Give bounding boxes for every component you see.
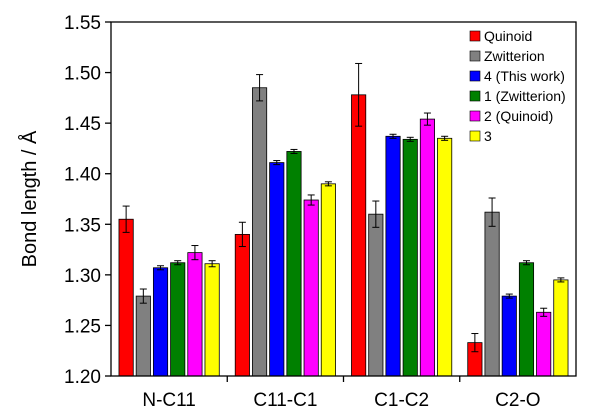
y-tick-label: 1.35 — [64, 215, 101, 236]
bar — [234, 233, 250, 377]
bar — [402, 138, 418, 377]
legend-item: 2 (Quinoid) — [469, 108, 553, 124]
bar — [501, 295, 517, 377]
bar — [286, 151, 302, 377]
legend-label: Zwitterion — [484, 48, 545, 64]
legend-item: Zwitterion — [469, 48, 545, 64]
bar — [269, 162, 285, 377]
legend-item: 3 — [469, 128, 492, 144]
bar — [437, 137, 453, 377]
bar — [204, 263, 220, 377]
legend-swatch — [469, 70, 481, 82]
x-tick-label: C1-C2 — [374, 390, 429, 410]
legend-item: Quinoid — [469, 28, 532, 44]
y-axis-title: Bond length / Å — [18, 130, 41, 267]
legend-swatch — [469, 110, 481, 122]
legend-swatch — [469, 90, 481, 102]
bar — [518, 262, 535, 377]
bar — [152, 267, 169, 377]
x-tick-label: C11-C1 — [253, 390, 317, 410]
legend-label: 4 (This work) — [484, 68, 565, 84]
y-tick-label: 1.45 — [64, 114, 101, 135]
x-tick-label: N-C11 — [142, 390, 196, 410]
legend-item: 1 (Zwitterion) — [469, 88, 566, 104]
x-tick-label: C2-O — [495, 390, 540, 410]
bar — [368, 213, 384, 377]
x-ticks-layer: N-C11 C11-C1 C1-C2 C2-O — [142, 376, 541, 410]
legend-swatch — [469, 130, 481, 142]
y-tick-label: 1.25 — [64, 316, 101, 337]
y-ticks-layer: 1.20 1.25 1.30 1.35 1.40 1.45 1.50 1.55 — [64, 13, 111, 388]
y-tick-label: 1.20 — [64, 367, 101, 388]
y-tick-label: 1.55 — [64, 13, 101, 34]
bar — [252, 87, 268, 377]
bar — [187, 252, 203, 377]
legend-label: 1 (Zwitterion) — [484, 88, 566, 104]
bar — [303, 199, 319, 377]
bar — [553, 279, 569, 377]
legend-swatch — [469, 50, 481, 62]
legend-label: 3 — [484, 128, 492, 144]
legend: Quinoid Zwitterion 4 (This work) 1 (Zwitter… — [469, 28, 566, 144]
bar — [536, 311, 552, 377]
y-tick-label: 1.40 — [64, 165, 101, 186]
bar — [385, 135, 401, 377]
y-tick-label: 1.50 — [64, 64, 101, 85]
legend-label: Quinoid — [484, 28, 532, 44]
y-tick-label: 1.30 — [64, 266, 101, 287]
bar — [135, 295, 151, 377]
bar — [484, 211, 500, 377]
bar — [118, 218, 134, 377]
legend-label: 2 (Quinoid) — [484, 108, 553, 124]
bar — [351, 94, 367, 377]
bars-layer — [118, 87, 569, 377]
bar — [320, 183, 336, 377]
legend-swatch — [469, 30, 481, 42]
bar — [419, 118, 435, 377]
legend-item: 4 (This work) — [469, 68, 565, 84]
error-bars-layer — [122, 62, 565, 353]
bar — [170, 262, 186, 377]
